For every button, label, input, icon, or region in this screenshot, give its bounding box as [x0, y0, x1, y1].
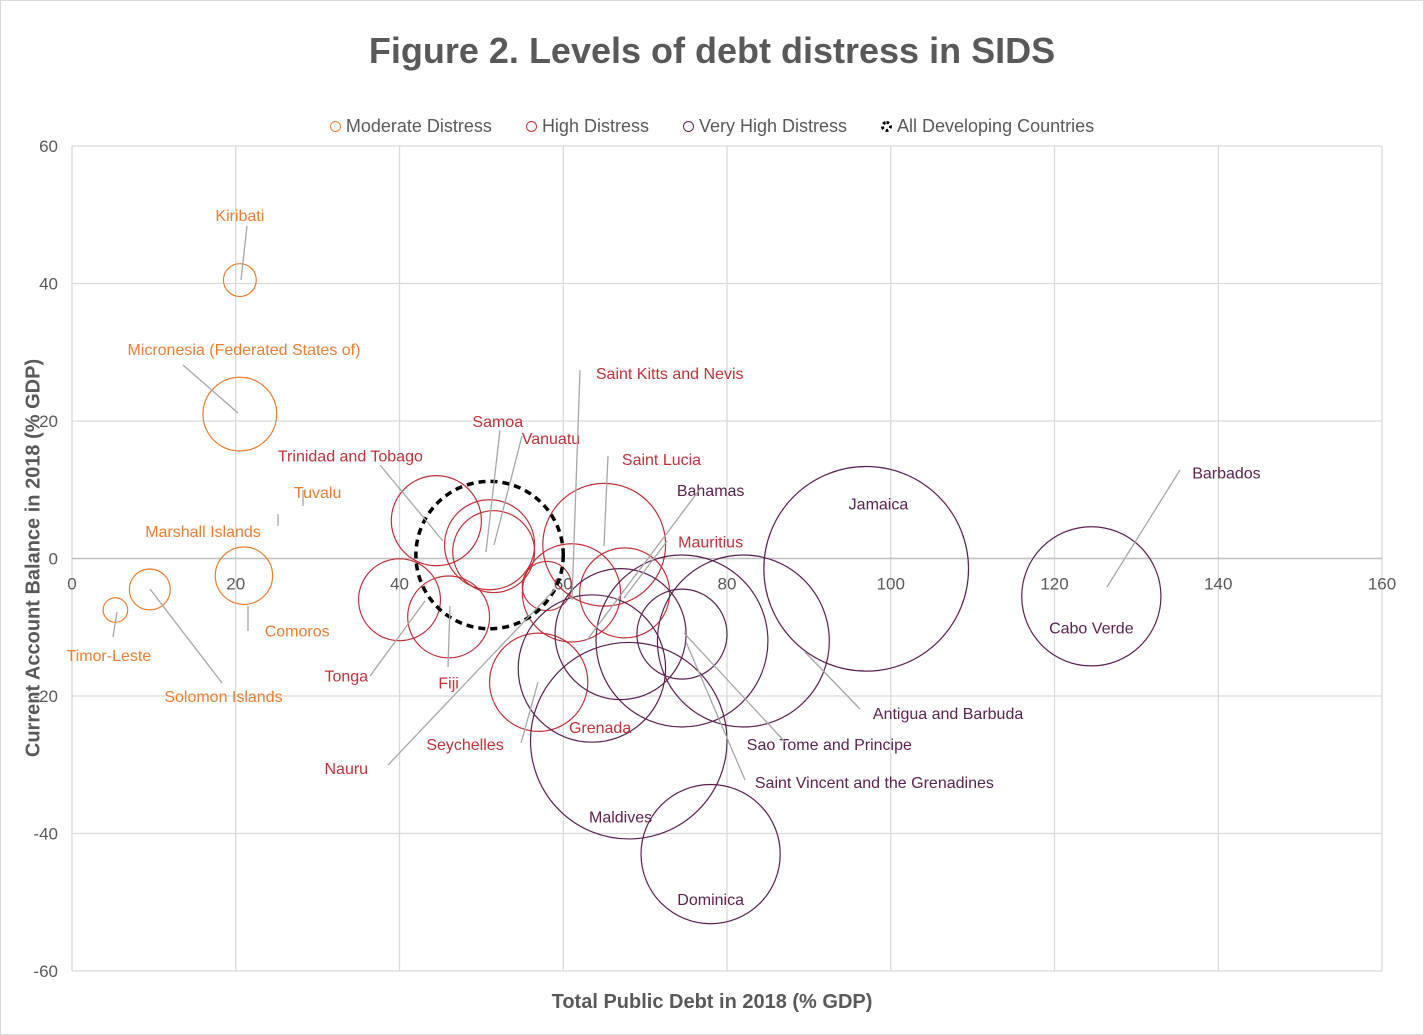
leader-line-saint-lucia	[603, 455, 609, 547]
data-label-marshall-islands: Marshall Islands	[145, 524, 261, 541]
leader-line-vanuatu	[493, 435, 523, 546]
legend-very-high-marker-icon	[682, 121, 694, 132]
leader-line-saint-kitts-and-nevis	[571, 369, 581, 601]
x-tick-label-0: 0	[67, 575, 76, 594]
data-label-barbados: Barbados	[1192, 466, 1261, 483]
data-label-sao-tome-and-principe: Sao Tome and Principe	[747, 737, 912, 754]
bubble-dominica	[640, 783, 781, 925]
legend-all-marker-icon	[881, 121, 893, 132]
data-label-bahamas: Bahamas	[677, 483, 745, 500]
data-label-fiji: Fiji	[438, 675, 458, 692]
legend-label-very-high: Very High Distress	[698, 116, 848, 136]
leader-line-mauritius	[623, 540, 668, 599]
y-tick-label--40: -40	[33, 825, 58, 844]
legend-label-high: High Distress	[541, 116, 649, 136]
data-label-saint-lucia: Saint Lucia	[622, 452, 701, 469]
bubble-mauritius	[579, 547, 671, 639]
bubble-solomon-islands	[128, 568, 171, 611]
leader-line-solomon-islands	[149, 588, 223, 684]
legend-item-high: High Distress	[525, 116, 649, 137]
bubble-kiribati	[222, 263, 257, 298]
bubble-seychelles	[488, 632, 589, 732]
bubble-tonga	[357, 558, 442, 642]
bubble-saint-vincent-and-the-grenadines	[595, 554, 769, 728]
data-label-seychelles: Seychelles	[426, 737, 503, 754]
leader-line-seychelles	[520, 681, 539, 744]
legend-item-all: All Developing Countries	[881, 116, 1094, 137]
x-tick-label-160: 160	[1368, 575, 1396, 594]
leader-line-saint-vincent-and-the-grenadines	[685, 641, 746, 781]
legend-high-marker-icon	[525, 121, 537, 132]
leader-line-trinidad-and-tobago	[379, 464, 444, 542]
bubble-trinidad-and-tobago	[390, 475, 482, 567]
data-label-antigua-and-barbuda: Antigua and Barbuda	[873, 706, 1023, 723]
leader-line-tonga	[369, 600, 426, 677]
legend-label-all: All Developing Countries	[897, 116, 1095, 136]
x-tick-label-40: 40	[390, 575, 409, 594]
bubble-grenada	[521, 543, 622, 643]
data-label-tuvalu: Tuvalu	[294, 485, 341, 502]
y-tick-label--20: -20	[33, 687, 58, 706]
leader-line-bahamas	[586, 488, 701, 641]
leader-line-nauru	[387, 588, 556, 766]
y-tick-label-20: 20	[39, 412, 58, 431]
bubble-micronesia-federated-states-of	[202, 376, 278, 452]
y-tick-label-0: 0	[49, 550, 58, 569]
y-tick-label-40: 40	[39, 275, 58, 294]
legend-item-very-high: Very High Distress	[682, 116, 848, 137]
legend-moderate-marker-icon	[329, 121, 341, 132]
bubble-all-developing-countries	[414, 479, 565, 631]
bubble-samoa	[452, 510, 536, 594]
data-label-samoa: Samoa	[472, 414, 523, 431]
data-label-cabo-verde: Cabo Verde	[1049, 620, 1134, 637]
data-label-grenada: Grenada	[569, 720, 631, 737]
data-label-comoros: Comoros	[265, 624, 330, 641]
bubble-comoros	[214, 546, 274, 605]
x-tick-label-20: 20	[226, 575, 245, 594]
leader-line-sao-tome-and-principe	[683, 632, 787, 744]
leader-line-kiribati	[240, 225, 248, 281]
bubble-jamaica	[763, 465, 970, 672]
bubble-sao-tome-and-principe	[636, 588, 728, 680]
y-tick-label-60: 60	[39, 137, 58, 156]
leader-line-antigua-and-barbuda	[804, 651, 861, 710]
leader-line-micronesia-federated-states-of	[182, 364, 239, 414]
bubble-cabo-verde	[1021, 526, 1162, 667]
data-label-maldives: Maldives	[589, 809, 652, 826]
data-label-saint-kitts-and-nevis: Saint Kitts and Nevis	[596, 366, 744, 383]
bubble-antigua-and-barbuda	[656, 554, 830, 728]
data-label-solomon-islands: Solomon Islands	[164, 689, 282, 706]
data-label-micronesia-federated-states-of: Micronesia (Federated States of)	[127, 342, 360, 359]
legend-item-moderate: Moderate Distress	[329, 116, 492, 137]
data-label-nauru: Nauru	[324, 761, 368, 778]
leader-line-fiji	[447, 605, 451, 668]
data-label-jamaica: Jamaica	[849, 497, 909, 514]
bubble-bahamas	[554, 568, 687, 701]
bubble-grenada-vh	[517, 594, 667, 743]
x-axis-title: Total Public Debt in 2018 (% GDP)	[551, 991, 873, 1013]
data-label-trinidad-and-tobago: Trinidad and Tobago	[278, 448, 423, 465]
leader-line-barbados	[1106, 469, 1181, 588]
data-label-saint-vincent-and-the-grenadines: Saint Vincent and the Grenadines	[755, 775, 994, 792]
leader-line-timor-leste	[112, 611, 118, 638]
x-tick-label-80: 80	[718, 575, 737, 594]
y-tick-label--60: -60	[33, 962, 58, 981]
data-label-dominica: Dominica	[677, 892, 744, 909]
data-label-vanuatu: Vanuatu	[522, 431, 580, 448]
legend-label-moderate: Moderate Distress	[345, 116, 492, 136]
leader-line-samoa	[485, 429, 501, 553]
data-label-tonga: Tonga	[324, 668, 368, 685]
legend: Moderate Distress High Distress Very Hig…	[0, 116, 1424, 137]
chart-title: Figure 2. Levels of debt distress in SID…	[368, 30, 1056, 71]
data-label-kiribati: Kiribati	[215, 208, 264, 225]
data-label-mauritius: Mauritius	[678, 534, 743, 551]
x-tick-label-120: 120	[1040, 575, 1068, 594]
bubble-vanuatu	[443, 499, 536, 591]
x-tick-label-100: 100	[877, 575, 905, 594]
data-label-timor-leste: Timor-Leste	[66, 648, 151, 665]
bubble-saint-lucia	[542, 482, 667, 607]
bubble-maldives	[529, 641, 728, 840]
x-tick-label-140: 140	[1204, 575, 1232, 594]
